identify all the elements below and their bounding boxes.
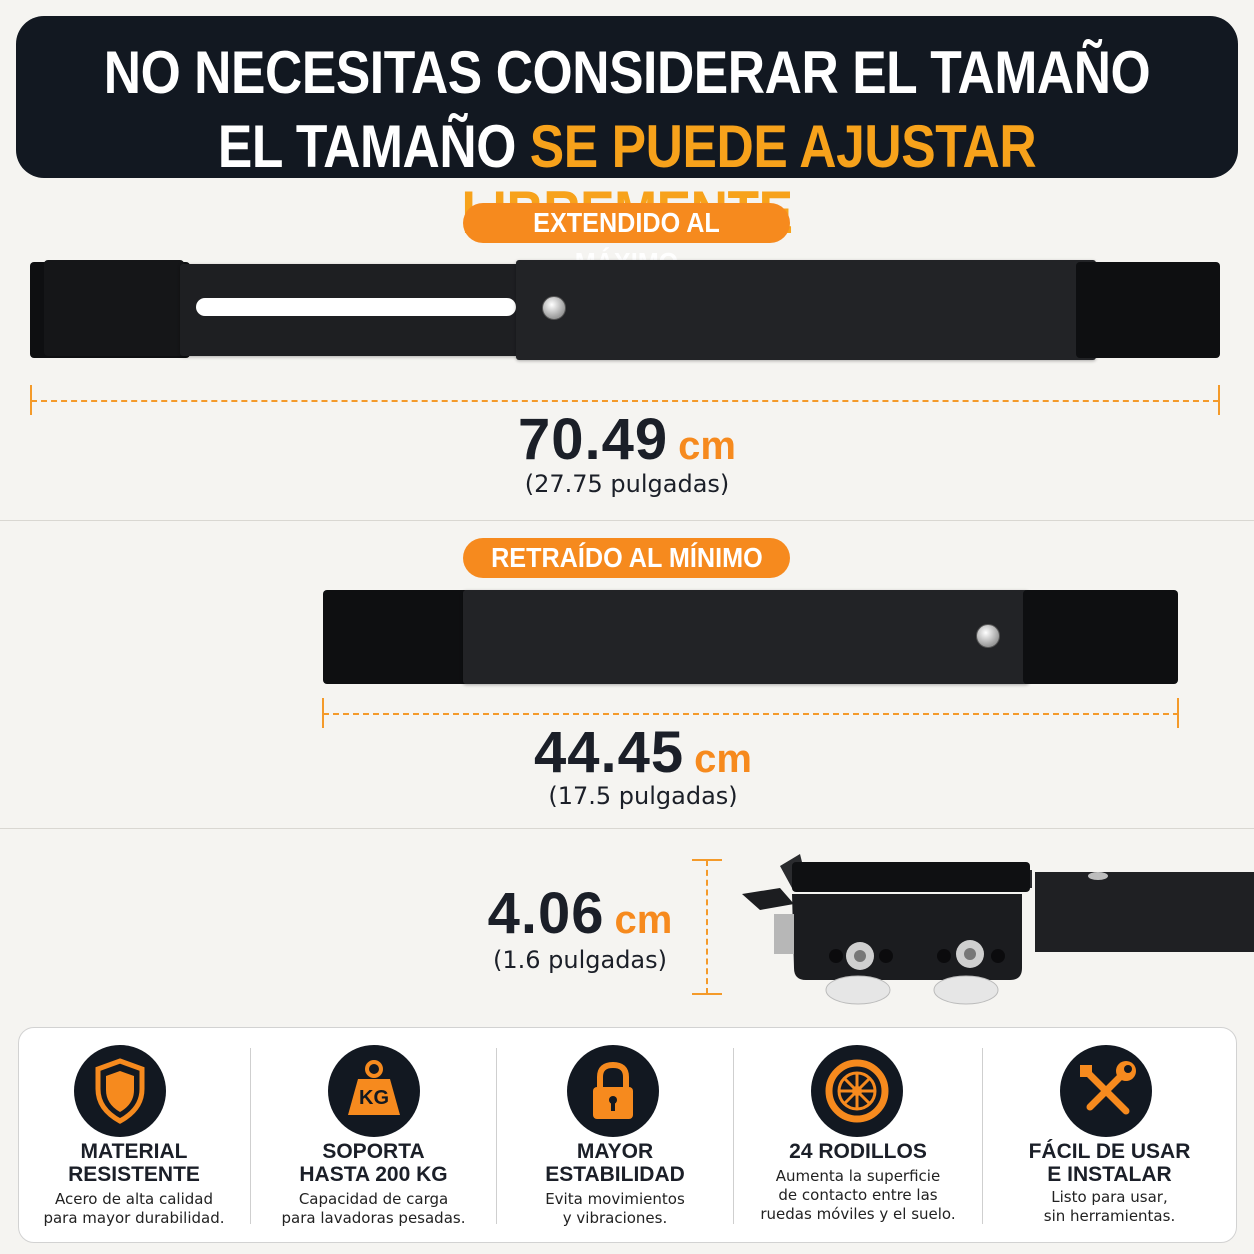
feature-title-line1: SOPORTA xyxy=(322,1140,425,1163)
extended-label-pill: EXTENDIDO AL MÁXIMO xyxy=(463,203,790,278)
feature-title-line1: 24 RODILLOS xyxy=(789,1140,927,1163)
shield-icon xyxy=(74,1045,166,1137)
feature-rollers: 24 RODILLOS Aumenta la superficie de con… xyxy=(734,1028,982,1244)
feature-desc-line2: y vibraciones. xyxy=(562,1209,668,1227)
feature-material: MATERIAL RESISTENTE Acero de alta calida… xyxy=(19,1028,249,1244)
feature-divider xyxy=(250,1048,251,1224)
extended-value: 70.49 xyxy=(518,407,669,472)
feature-desc-line2: sin herramientas. xyxy=(1043,1207,1176,1225)
height-dimension-tick-bottom xyxy=(692,993,722,995)
retracted-value: 44.45 xyxy=(534,720,685,785)
extended-bar-image xyxy=(30,258,1220,362)
bar-end-pad-right xyxy=(1023,590,1178,684)
bar-end-pad-right xyxy=(1076,262,1220,358)
feature-title-line1: FÁCIL DE USAR xyxy=(1028,1140,1191,1163)
feature-divider xyxy=(496,1048,497,1224)
bar-end-felt-left xyxy=(44,260,184,356)
feature-capacity: KG SOPORTA HASTA 200 KG Capacidad de car… xyxy=(251,1028,496,1244)
feature-title-line1: MAYOR xyxy=(576,1140,654,1163)
wheel-icon xyxy=(811,1045,903,1137)
retracted-dimension-tick-right xyxy=(1177,698,1179,728)
retracted-label-pill: RETRAÍDO AL MÍNIMO xyxy=(463,538,790,578)
bar-end-pad-left xyxy=(323,590,469,684)
extended-measurement: 70.49 cm xyxy=(427,406,827,476)
header-line-2-white: EL TAMAÑO xyxy=(217,113,517,180)
feature-title-line2: ESTABILIDAD xyxy=(545,1163,685,1186)
height-measurement: 4.06 cm xyxy=(440,880,720,950)
retracted-dimension-line xyxy=(323,713,1179,715)
bar-adjust-slot xyxy=(196,298,516,316)
feature-desc-line1: Capacidad de carga xyxy=(298,1190,449,1208)
feature-desc-line1: Aumenta la superficie xyxy=(775,1167,941,1185)
extended-unit: cm xyxy=(678,424,736,468)
extended-dimension-tick-right xyxy=(1218,385,1220,415)
section-divider xyxy=(0,520,1254,521)
feature-desc-line1: Acero de alta calidad xyxy=(55,1190,213,1208)
retracted-inches: (17.5 pulgadas) xyxy=(548,782,738,810)
height-dimension-tick-top xyxy=(692,859,722,861)
feature-divider xyxy=(982,1048,983,1224)
extended-dimension-tick-left xyxy=(30,385,32,415)
bar-outer-tube xyxy=(516,260,1096,360)
kg-label: KG xyxy=(359,1087,389,1109)
feature-desc-line2: para lavadoras pesadas. xyxy=(281,1209,466,1227)
height-unit: cm xyxy=(614,898,673,942)
extended-dimension-line xyxy=(31,400,1219,402)
bolt-icon xyxy=(542,296,566,320)
height-value: 4.06 xyxy=(487,881,605,946)
padlock-icon xyxy=(567,1045,659,1137)
retracted-dimension-tick-left xyxy=(322,698,324,728)
section-divider xyxy=(0,828,1254,829)
feature-title-line1: MATERIAL xyxy=(80,1140,188,1163)
feature-title-line2: RESISTENTE xyxy=(68,1163,200,1186)
feature-desc-line2: de contacto entre las xyxy=(778,1186,938,1204)
feature-divider xyxy=(733,1048,734,1224)
feature-title-line2: HASTA 200 KG xyxy=(299,1163,448,1186)
bolt-icon xyxy=(976,624,1000,648)
caster-wheel-image xyxy=(742,854,1254,1005)
bar-outer-tube xyxy=(463,590,1029,684)
feature-desc-line2: para mayor durabilidad. xyxy=(43,1209,225,1227)
feature-desc-line3: ruedas móviles y el suelo. xyxy=(760,1205,956,1223)
feature-stability: MAYOR ESTABILIDAD Evita movimientos y vi… xyxy=(497,1028,733,1244)
header-line-1: NO NECESITAS CONSIDERAR EL TAMAÑO xyxy=(103,39,1151,106)
feature-title-line2: E INSTALAR xyxy=(1047,1163,1172,1186)
retracted-label: RETRAÍDO AL MÍNIMO xyxy=(490,542,763,573)
feature-easy-install: FÁCIL DE USAR E INSTALAR Listo para usar… xyxy=(983,1028,1236,1244)
height-inches: (1.6 pulgadas) xyxy=(492,946,668,974)
tools-icon xyxy=(1060,1045,1152,1137)
height-dimension-line xyxy=(706,860,708,994)
header-banner: NO NECESITAS CONSIDERAR EL TAMAÑO EL TAM… xyxy=(16,16,1238,246)
retracted-bar-image xyxy=(323,588,1178,686)
features-panel: MATERIAL RESISTENTE Acero de alta calida… xyxy=(18,1027,1237,1243)
retracted-unit: cm xyxy=(694,737,752,781)
kg-weight-icon: KG xyxy=(328,1045,420,1137)
feature-desc-line1: Evita movimientos xyxy=(545,1190,685,1208)
extended-inches: (27.75 pulgadas) xyxy=(524,470,730,498)
feature-desc-line1: Listo para usar, xyxy=(1051,1188,1168,1206)
retracted-measurement: 44.45 cm xyxy=(443,719,843,789)
